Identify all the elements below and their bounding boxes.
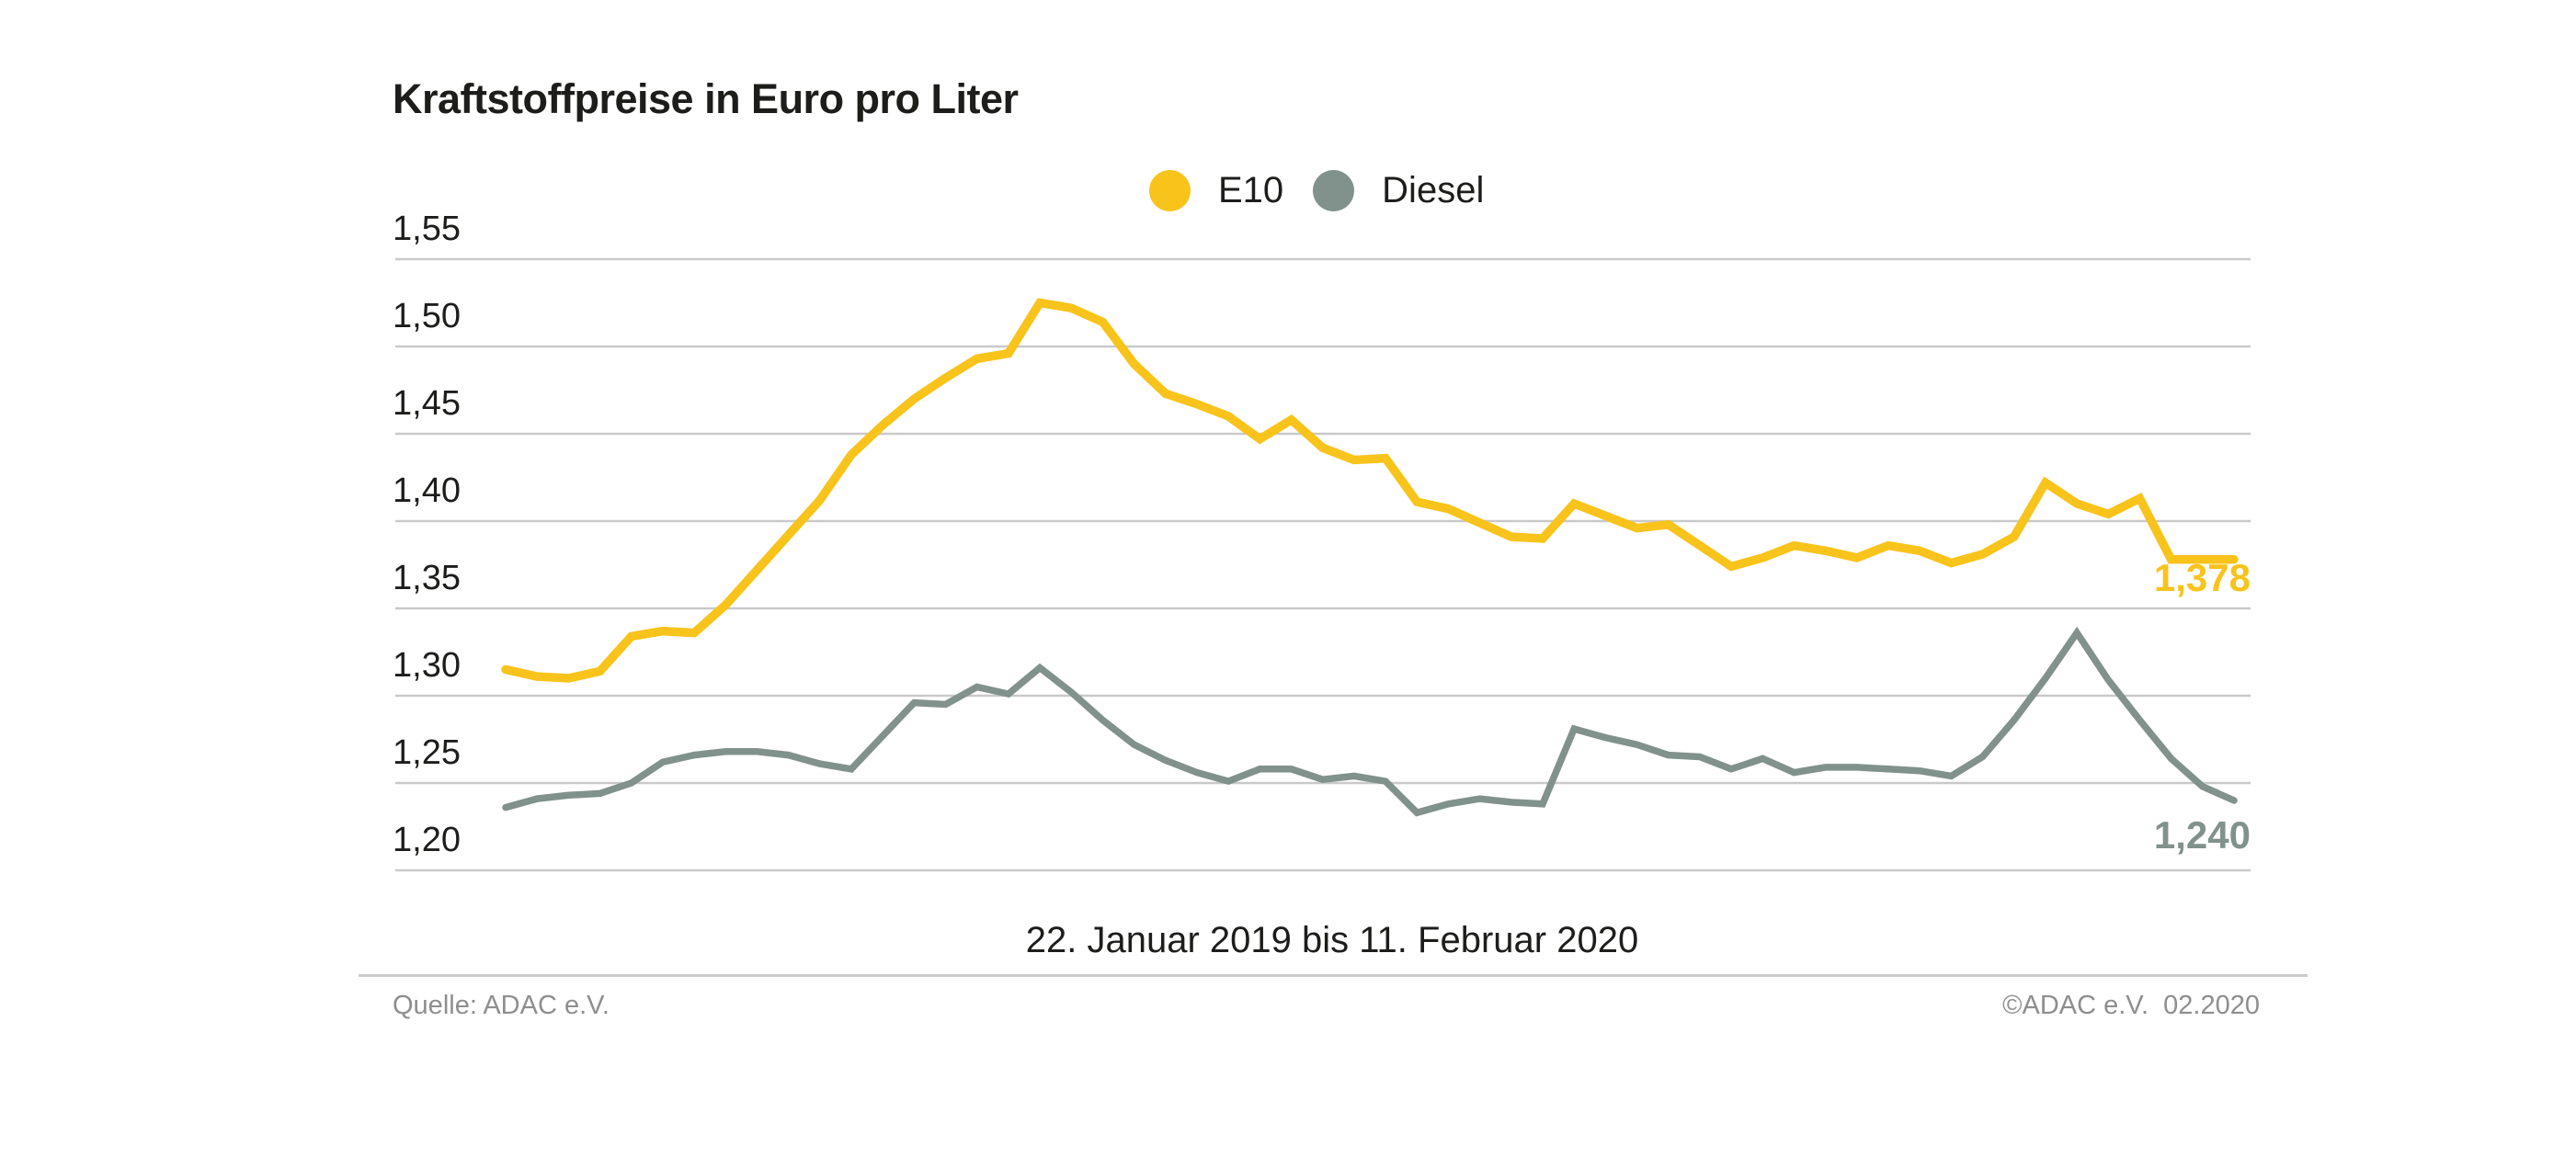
y-axis-tick-label: 1,25 [393, 733, 461, 772]
copyright-note: ©ADAC e.V. 02.2020 [2002, 991, 2260, 1020]
source-note: Quelle: ADAC e.V. [393, 991, 610, 1020]
y-axis-tick-label: 1,50 [393, 297, 461, 335]
legend-label-diesel: Diesel [1382, 170, 1485, 210]
y-axis-tick-label: 1,45 [393, 384, 461, 423]
e10-line [501, 298, 2239, 683]
legend-item-diesel: Diesel [1313, 170, 1484, 211]
y-axis-tick-label: 1,55 [393, 210, 461, 248]
y-axis-tick-label: 1,35 [393, 559, 461, 597]
chart-title: Kraftstoffpreise in Euro pro Liter [393, 75, 1019, 122]
diesel-end-value-label: 1,240 [2153, 813, 2251, 857]
diesel-line [502, 626, 2238, 817]
e10-end-value-label: 1,378 [2153, 556, 2251, 599]
e10-color-dot-icon [1149, 170, 1191, 211]
chart-legend: E10 Diesel [1149, 170, 1484, 211]
footer-divider [359, 974, 2308, 977]
y-axis-tick-label: 1,30 [393, 646, 461, 685]
x-axis-date-range-caption: 22. Januar 2019 bis 11. Februar 2020 [1025, 920, 1639, 960]
diesel-color-dot-icon [1313, 170, 1355, 211]
y-axis-tick-label: 1,40 [393, 471, 461, 510]
y-axis-tick-label: 1,20 [393, 821, 461, 859]
legend-item-e10: E10 [1149, 170, 1283, 211]
legend-label-e10: E10 [1218, 170, 1284, 210]
